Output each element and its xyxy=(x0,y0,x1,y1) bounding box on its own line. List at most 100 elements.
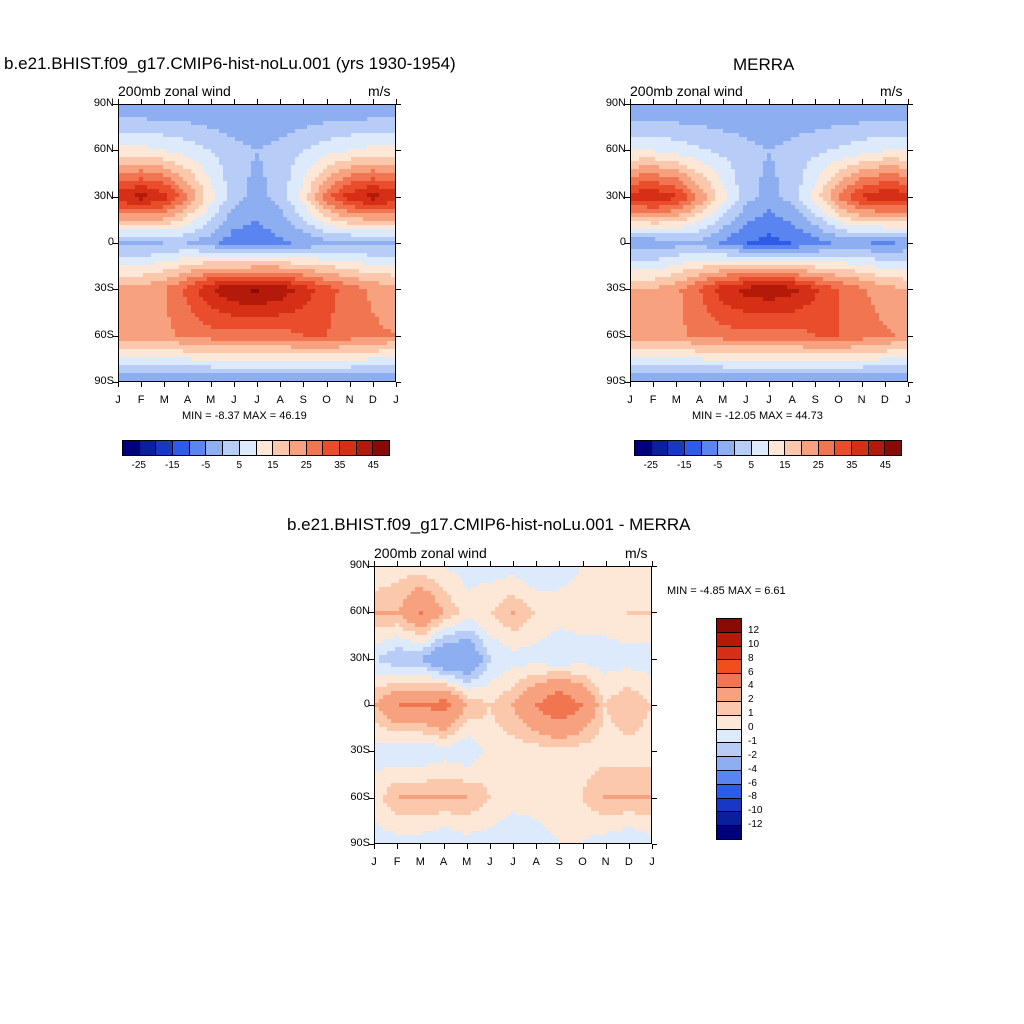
heatmap-cell xyxy=(203,113,208,118)
heatmap-cell xyxy=(207,221,212,226)
heatmap-cell xyxy=(323,261,328,266)
heatmap-cell xyxy=(247,161,252,166)
heatmap-cell xyxy=(175,341,180,346)
heatmap-cell xyxy=(251,141,256,146)
heatmap-cell xyxy=(315,173,320,178)
heatmap-cell xyxy=(295,321,300,326)
heatmap-cell xyxy=(123,249,128,254)
heatmap-cell xyxy=(119,309,124,314)
heatmap-cell xyxy=(175,129,180,134)
heatmap-cell xyxy=(123,301,128,306)
heatmap-cell xyxy=(235,133,240,138)
heatmap-cell xyxy=(147,337,152,342)
heatmap-cell xyxy=(167,265,172,270)
heatmap-cell xyxy=(227,377,232,381)
heatmap-cell xyxy=(207,181,212,186)
heatmap-cell xyxy=(267,213,272,218)
heatmap-cell xyxy=(215,289,220,294)
heatmap-cell xyxy=(207,129,212,134)
heatmap-cell xyxy=(287,185,292,190)
heatmap-cell xyxy=(311,309,316,314)
heatmap-cell xyxy=(143,269,148,274)
heatmap-cell xyxy=(283,189,288,194)
heatmap-cell xyxy=(331,145,336,150)
heatmap-cell xyxy=(331,137,336,142)
heatmap-cell xyxy=(203,349,208,354)
heatmap-cell xyxy=(295,169,300,174)
heatmap-cell xyxy=(355,281,360,286)
heatmap-cell xyxy=(303,233,308,238)
heatmap-cell xyxy=(135,237,140,242)
heatmap-cell xyxy=(371,261,376,266)
heatmap-cell xyxy=(151,149,156,154)
heatmap-cell xyxy=(207,373,212,378)
heatmap-cell xyxy=(183,273,188,278)
heatmap-cell xyxy=(315,369,320,374)
heatmap-cell xyxy=(343,313,348,318)
heatmap-cell xyxy=(203,109,208,114)
heatmap-cell xyxy=(235,341,240,346)
heatmap-cell xyxy=(167,293,172,298)
heatmap-cell xyxy=(211,257,216,262)
heatmap-cell xyxy=(367,241,372,246)
heatmap-cell xyxy=(383,209,388,214)
heatmap-cell xyxy=(143,233,148,238)
heatmap-cell xyxy=(243,129,248,134)
heatmap-cell xyxy=(295,261,300,266)
heatmap-cell xyxy=(159,153,164,158)
heatmap-cell xyxy=(315,305,320,310)
heatmap-cell xyxy=(391,361,395,366)
heatmap-cell xyxy=(311,273,316,278)
heatmap-cell xyxy=(263,333,268,338)
heatmap-cell xyxy=(267,237,272,242)
heatmap-cell xyxy=(195,177,200,182)
heatmap-cell xyxy=(195,245,200,250)
heatmap-cell xyxy=(351,213,356,218)
heatmap-cell xyxy=(283,197,288,202)
heatmap-cell xyxy=(251,245,256,250)
heatmap-cell xyxy=(183,325,188,330)
heatmap-cell xyxy=(243,213,248,218)
heatmap-cell xyxy=(247,253,252,258)
heatmap-cell xyxy=(299,157,304,162)
heatmap-cell xyxy=(283,269,288,274)
heatmap-cell xyxy=(323,245,328,250)
heatmap-cell xyxy=(375,373,380,378)
heatmap-cell xyxy=(359,365,364,370)
y-tick-label: 60N xyxy=(93,143,114,156)
heatmap-cell xyxy=(315,185,320,190)
heatmap-cell xyxy=(295,237,300,242)
heatmap-cell xyxy=(235,277,240,282)
heatmap-cell xyxy=(303,209,308,214)
heatmap-cell xyxy=(355,185,360,190)
heatmap-cell xyxy=(151,145,156,150)
heatmap-cell xyxy=(339,133,344,138)
heatmap-cell xyxy=(195,261,200,266)
heatmap-cell xyxy=(183,121,188,126)
heatmap-cell xyxy=(375,141,380,146)
heatmap-cell xyxy=(139,353,144,358)
heatmap-cell xyxy=(171,149,176,154)
heatmap-cell xyxy=(199,317,204,322)
heatmap-cell xyxy=(199,345,204,350)
heatmap-cell xyxy=(183,133,188,138)
heatmap-cell xyxy=(179,305,184,310)
heatmap-cell xyxy=(387,369,392,374)
heatmap-cell xyxy=(379,357,384,362)
heatmap-cell xyxy=(247,209,252,214)
heatmap-cell xyxy=(163,153,168,158)
heatmap-cell xyxy=(359,341,364,346)
heatmap-cell xyxy=(183,281,188,286)
heatmap-cell xyxy=(367,225,372,230)
heatmap-cell xyxy=(211,229,216,234)
heatmap-cell xyxy=(287,197,292,202)
heatmap-cell xyxy=(231,321,236,326)
heatmap-cell xyxy=(123,161,128,166)
heatmap-cell xyxy=(807,105,812,110)
heatmap-cell xyxy=(303,257,308,262)
heatmap-cell xyxy=(307,121,312,126)
heatmap-cell xyxy=(259,241,264,246)
heatmap-cell xyxy=(363,129,368,134)
heatmap-cell xyxy=(323,185,328,190)
heatmap-cell xyxy=(351,229,356,234)
